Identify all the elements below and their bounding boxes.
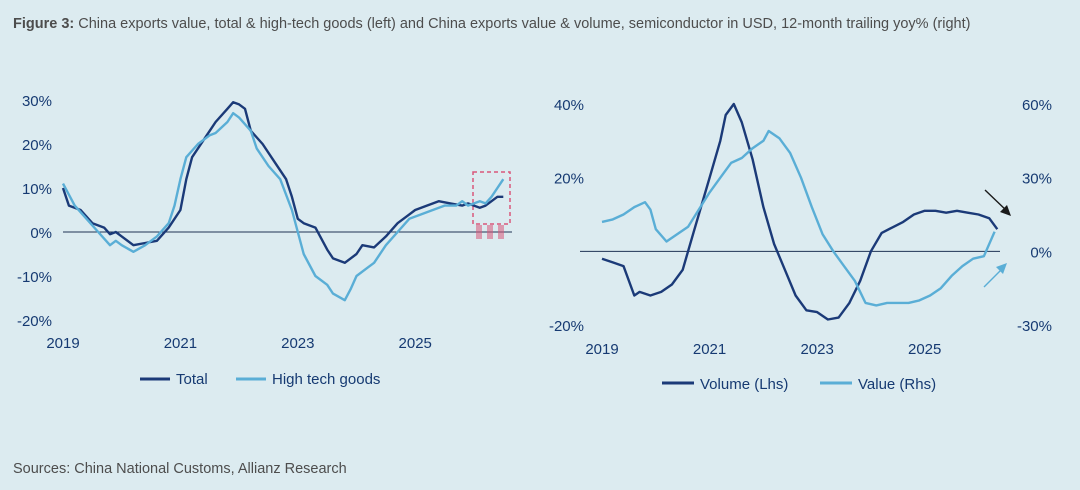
legend-label-volume-lhs: Volume (Lhs) bbox=[700, 376, 788, 393]
figure-label: Figure 3: bbox=[13, 16, 75, 32]
arrow-up-light-head bbox=[996, 263, 1007, 274]
y-tick-label: -10% bbox=[17, 269, 52, 286]
y-tick-label-right: 30% bbox=[1022, 171, 1052, 188]
x-tick-label: 2025 bbox=[908, 341, 941, 358]
series-line-volume-lhs bbox=[601, 102, 999, 321]
y-tick-label-left: 40% bbox=[554, 97, 584, 114]
y-tick-label-right: 60% bbox=[1022, 97, 1052, 114]
series-line-total bbox=[61, 100, 504, 264]
y-tick-label-right: -30% bbox=[1017, 318, 1052, 335]
legend-label-high-tech-goods: High tech goods bbox=[272, 371, 380, 388]
y-tick-label: -20% bbox=[17, 313, 52, 330]
y-tick-label-right: 0% bbox=[1030, 244, 1052, 261]
y-tick-label: 0% bbox=[30, 225, 52, 242]
source-note: Sources: China National Customs, Allianz… bbox=[13, 461, 347, 477]
x-tick-label: 2023 bbox=[800, 341, 833, 358]
arrow-down-dark-head bbox=[1000, 205, 1011, 216]
x-tick-label: 2023 bbox=[281, 335, 314, 352]
y-tick-label-left: -20% bbox=[549, 318, 584, 335]
x-tick-label: 2021 bbox=[164, 335, 197, 352]
right-chart: 40% 20% -20% 60% 30% 0% -30% 2019 2021 2023 2025 Vo… bbox=[549, 97, 1052, 393]
x-tick-label: 2019 bbox=[585, 341, 618, 358]
highlight-marker bbox=[476, 225, 482, 239]
figure-title-text: China exports value, total & high-tech g… bbox=[78, 16, 971, 32]
x-tick-label: 2025 bbox=[399, 335, 432, 352]
highlight-box bbox=[472, 171, 511, 225]
series-line-value-rhs bbox=[601, 129, 996, 307]
y-tick-label-left: 20% bbox=[554, 171, 584, 188]
y-tick-label: 10% bbox=[22, 181, 52, 198]
legend-label-value-rhs: Value (Rhs) bbox=[858, 376, 936, 393]
highlight-marker bbox=[487, 225, 493, 239]
y-tick-label: 30% bbox=[22, 93, 52, 110]
highlight-marker bbox=[498, 225, 504, 239]
x-tick-label: 2019 bbox=[46, 335, 79, 352]
figure-title: Figure 3: China exports value, total & h… bbox=[13, 16, 970, 32]
legend-label-total: Total bbox=[176, 371, 208, 388]
left-chart: 30% 20% 10% 0% -10% -20% 2019 2021 2023 2025 Total… bbox=[17, 93, 512, 388]
y-tick-label: 20% bbox=[22, 137, 52, 154]
series-line-high-tech-goods bbox=[61, 111, 505, 302]
x-tick-label: 2021 bbox=[693, 341, 726, 358]
